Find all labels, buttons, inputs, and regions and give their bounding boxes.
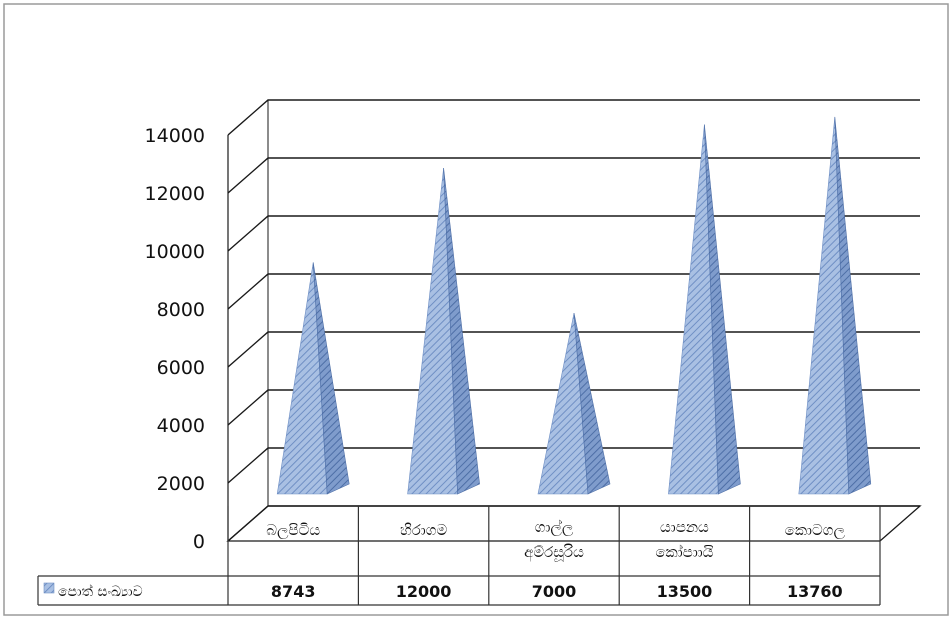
data-label: 13500 <box>657 582 713 601</box>
bar-side-face <box>834 116 872 495</box>
x-tick-label: කෝපාායි <box>655 543 713 561</box>
y-tick-label: 10000 <box>145 241 205 263</box>
x-tick-label: අම්රසූරිය <box>524 543 584 562</box>
data-label: 7000 <box>532 582 577 601</box>
y-tick-label: 4000 <box>157 415 205 437</box>
bar <box>537 312 611 495</box>
data-series <box>276 116 872 495</box>
x-tick-label: බලපිටිය <box>266 521 320 539</box>
y-tick-label: 0 <box>193 531 205 553</box>
bar-side-face <box>443 167 480 495</box>
legend-label: පොත් සංඛ්‍යාව <box>58 584 143 600</box>
bar <box>668 124 741 495</box>
y-tick-label: 2000 <box>157 473 205 495</box>
y-axis: 0 2000 4000 6000 8000 10000 12000 14000 <box>145 125 205 553</box>
bar <box>276 262 350 495</box>
y-tick-label: 6000 <box>157 357 205 379</box>
bar <box>798 116 872 495</box>
bar-side-face <box>312 262 350 495</box>
chart-border <box>3 3 949 616</box>
y-tick-label: 14000 <box>145 125 205 147</box>
data-table: බලපිටිය හිරාගම ගාල්ල අම්රසූරිය යාපනය කෝපාායි ක… <box>37 506 881 606</box>
data-label: 12000 <box>396 582 452 601</box>
x-tick-label: යාපනය <box>660 518 709 536</box>
bar <box>407 167 480 495</box>
bar-side-face <box>573 312 611 495</box>
x-tick-label: ගාල්ල <box>535 518 574 536</box>
plot-area: 0 2000 4000 6000 8000 10000 12000 14000 <box>145 99 922 553</box>
plot-floor <box>226 505 922 542</box>
legend-swatch <box>43 582 55 594</box>
data-label: 8743 <box>271 582 316 601</box>
x-tick-label: හිරාගම <box>400 521 448 539</box>
y-tick-label: 12000 <box>145 183 205 205</box>
data-label: 13760 <box>787 582 843 601</box>
y-tick-label: 8000 <box>157 299 205 321</box>
x-tick-label: කොටගල <box>785 521 846 539</box>
bar-side-face <box>704 124 741 495</box>
floor-outline <box>226 505 922 542</box>
